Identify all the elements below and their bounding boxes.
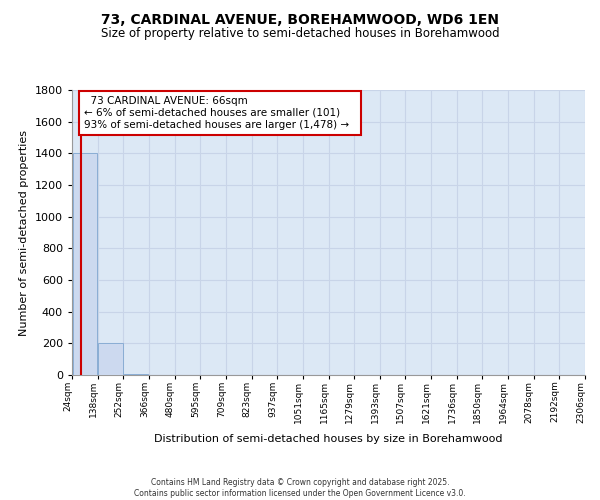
- Bar: [124, 374, 148, 375]
- Text: Size of property relative to semi-detached houses in Borehamwood: Size of property relative to semi-detach…: [101, 28, 499, 40]
- Bar: [98, 344, 122, 375]
- Text: Contains HM Land Registry data © Crown copyright and database right 2025.
Contai: Contains HM Land Registry data © Crown c…: [134, 478, 466, 498]
- Text: 73, CARDINAL AVENUE, BOREHAMWOOD, WD6 1EN: 73, CARDINAL AVENUE, BOREHAMWOOD, WD6 1E…: [101, 12, 499, 26]
- Bar: [73, 154, 97, 375]
- Text: 73 CARDINAL AVENUE: 66sqm
← 6% of semi-detached houses are smaller (101)
93% of : 73 CARDINAL AVENUE: 66sqm ← 6% of semi-d…: [84, 96, 356, 130]
- Y-axis label: Number of semi-detached properties: Number of semi-detached properties: [19, 130, 29, 336]
- X-axis label: Distribution of semi-detached houses by size in Borehamwood: Distribution of semi-detached houses by …: [154, 434, 503, 444]
